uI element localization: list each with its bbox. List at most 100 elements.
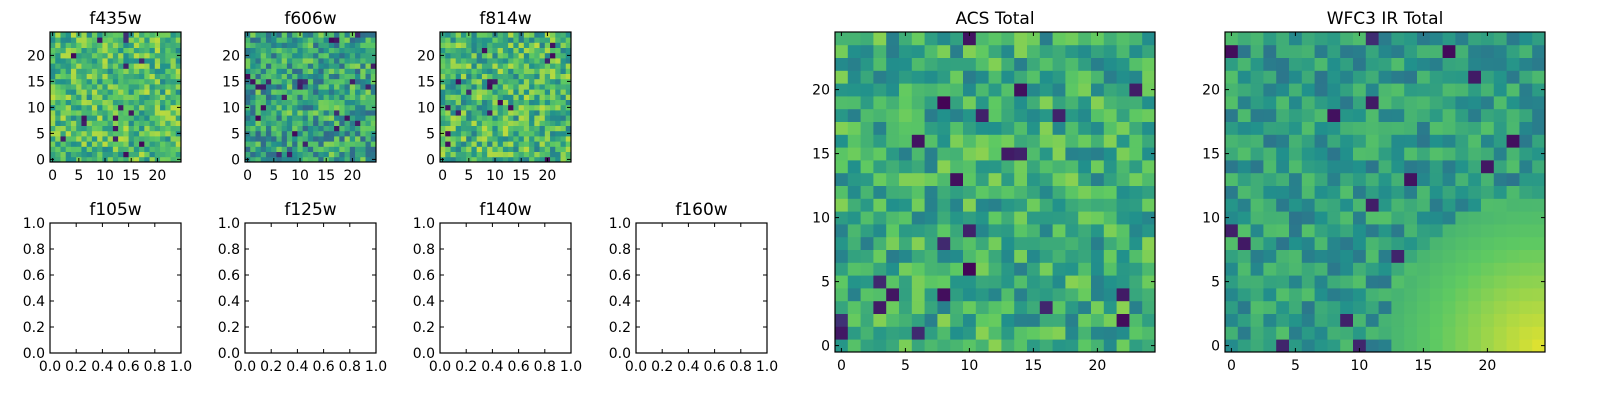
heatmap-cell xyxy=(318,73,324,80)
heatmap-cell xyxy=(847,339,861,353)
heatmap-cell xyxy=(924,326,938,340)
heatmap-cell xyxy=(1365,339,1379,353)
heatmap-cell xyxy=(445,141,451,147)
heatmap-cell xyxy=(307,104,314,111)
heatmap-cell xyxy=(1237,339,1251,353)
heatmap-cell xyxy=(349,58,356,64)
heatmap-cell xyxy=(139,110,145,116)
heatmap-cell xyxy=(497,125,504,132)
heatmap-cell xyxy=(60,99,67,106)
heatmap-cell xyxy=(988,275,1002,289)
heatmap-cell xyxy=(65,42,72,48)
heatmap-cell xyxy=(950,172,964,186)
heatmap-cell xyxy=(1532,70,1546,84)
heatmap-cell xyxy=(534,110,540,116)
heatmap-cell xyxy=(344,37,351,43)
heatmap-cell xyxy=(149,78,156,85)
heatmap-cell xyxy=(487,32,493,38)
heatmap-cell xyxy=(1039,57,1053,71)
heatmap-cell xyxy=(502,84,509,90)
heatmap-cell xyxy=(1493,32,1507,46)
heatmap-cell xyxy=(344,84,351,90)
heatmap-cell xyxy=(1142,172,1156,186)
heatmap-cell xyxy=(544,58,551,64)
heatmap-cell xyxy=(440,37,446,43)
heatmap-cell xyxy=(911,262,925,276)
heatmap-cell xyxy=(334,47,340,54)
heatmap-cell xyxy=(1353,300,1367,314)
heatmap-cell xyxy=(1276,236,1290,250)
heatmap-cell xyxy=(937,32,951,46)
heatmap-cell xyxy=(60,120,67,126)
heatmap-cell xyxy=(1027,44,1041,58)
heatmap-cell xyxy=(1506,236,1520,250)
heatmap-cell xyxy=(123,136,129,142)
heatmap-cell xyxy=(1129,326,1143,340)
heatmap-cell xyxy=(128,130,135,137)
heatmap-cell xyxy=(1263,211,1277,225)
heatmap-cell xyxy=(1052,185,1066,199)
heatmap-cell xyxy=(313,63,319,69)
heatmap-cell xyxy=(302,78,309,85)
heatmap-cell xyxy=(97,73,103,80)
heatmap-cell xyxy=(1014,198,1028,212)
heatmap-cell xyxy=(260,78,267,85)
heatmap-cell xyxy=(924,134,938,148)
heatmap-cell xyxy=(281,78,288,85)
heatmap-cell xyxy=(265,68,272,74)
heatmap-cell xyxy=(1052,32,1066,46)
y-tick-label: 20 xyxy=(417,48,435,64)
heatmap-cell xyxy=(911,32,925,46)
heatmap-cell xyxy=(281,141,288,147)
heatmap-cell xyxy=(323,94,330,100)
heatmap-cell xyxy=(344,89,351,95)
heatmap-cell xyxy=(307,58,314,64)
heatmap-cell xyxy=(1289,185,1303,199)
heatmap-cell xyxy=(518,146,525,152)
heatmap-cell xyxy=(450,47,457,54)
x-tick-label: 0.2 xyxy=(651,359,673,375)
heatmap-cell xyxy=(1378,96,1392,110)
heatmap-cell xyxy=(1276,313,1290,327)
heatmap-cell xyxy=(91,47,98,54)
heatmap-cell xyxy=(450,151,457,158)
y-tick-label: 15 xyxy=(1202,147,1220,163)
heatmap-cell xyxy=(112,136,119,142)
heatmap-cell xyxy=(286,146,293,152)
heatmap-cell xyxy=(81,42,88,48)
heatmap-cell xyxy=(873,96,887,110)
heatmap-cell xyxy=(1365,236,1379,250)
heatmap-cell xyxy=(286,58,293,64)
heatmap-cell xyxy=(133,78,140,85)
heatmap-cell xyxy=(250,84,256,90)
heatmap-cell xyxy=(555,146,561,152)
heatmap-cell xyxy=(292,104,298,111)
heatmap-cell xyxy=(924,83,938,97)
heatmap-cell xyxy=(937,108,951,122)
heatmap-cell xyxy=(1404,96,1418,110)
heatmap-cell xyxy=(1014,224,1028,238)
heatmap-cell xyxy=(523,94,530,100)
heatmap-cell xyxy=(1519,249,1533,263)
heatmap-cell xyxy=(144,94,150,100)
heatmap-cell xyxy=(365,89,372,95)
heatmap-cell xyxy=(523,32,530,38)
heatmap-cell xyxy=(529,94,535,100)
heatmap-cell xyxy=(81,58,88,64)
heatmap-cell xyxy=(281,94,288,100)
heatmap-cell xyxy=(128,37,135,43)
heatmap-cell xyxy=(339,151,345,158)
heatmap-cell xyxy=(1455,236,1469,250)
heatmap-cell xyxy=(255,120,262,126)
heatmap-cell xyxy=(112,68,119,74)
heatmap-cell xyxy=(539,89,546,95)
heatmap-cell xyxy=(523,120,530,126)
heatmap-cell xyxy=(835,147,849,161)
heatmap-cell xyxy=(276,47,283,54)
heatmap-cell xyxy=(1391,57,1405,71)
heatmap-cell xyxy=(1091,147,1105,161)
heatmap-cell xyxy=(529,52,535,59)
heatmap-cell xyxy=(1039,288,1053,302)
heatmap-cell xyxy=(1276,275,1290,289)
